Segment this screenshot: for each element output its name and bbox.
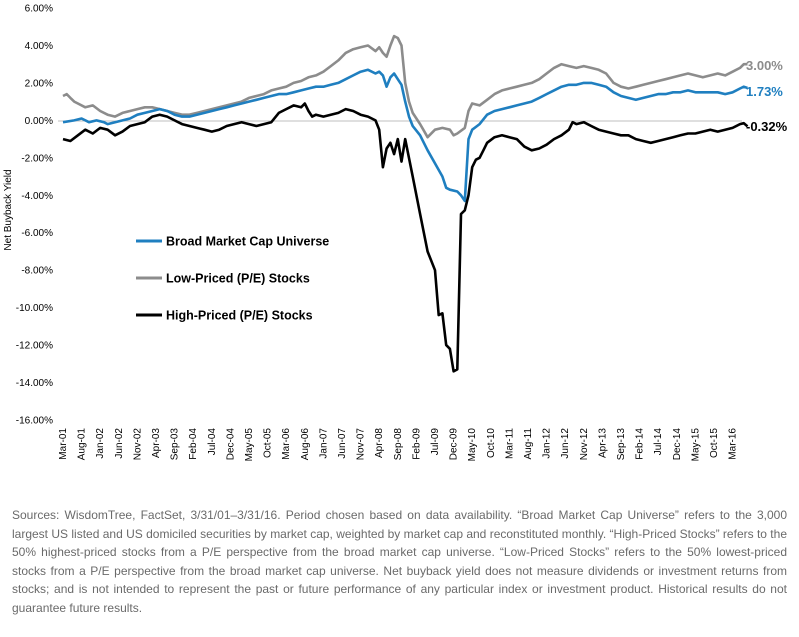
y-axis-ticks: 6.00% 4.00% 2.00% 0.00% -2.00% -4.00% -6.00% -8… — [16, 4, 53, 427]
x-tick-label: Dec-04 — [225, 428, 236, 461]
x-tick-label: Nov-02 — [132, 428, 143, 461]
x-tick-label: Jul-09 — [430, 428, 441, 456]
x-tick-label: Jun-02 — [114, 428, 125, 459]
x-tick-label: Jul-04 — [207, 428, 218, 456]
series-lines — [62, 34, 749, 373]
x-tick-label: Feb-09 — [411, 428, 422, 460]
x-tick-label: Jun-07 — [337, 428, 348, 459]
y-tick-label: -10.00% — [16, 303, 53, 314]
x-tick-label: Dec-14 — [672, 428, 683, 461]
buyback-yield-chart: 6.00% 4.00% 2.00% 0.00% -2.00% -4.00% -6.00% -8… — [3, 4, 788, 462]
x-tick-label: Mar-06 — [281, 428, 292, 460]
x-tick-label: Apr-03 — [151, 428, 162, 458]
x-tick-label: Mar-01 — [58, 428, 69, 460]
series-line-1 — [62, 34, 748, 139]
x-tick-label: Aug-01 — [77, 428, 88, 461]
legend: Broad Market Cap Universe Low-Priced (P/E… — [136, 235, 329, 323]
y-tick-label: -14.00% — [16, 378, 53, 389]
series-line-0 — [62, 68, 748, 203]
x-tick-label: Jun-12 — [560, 428, 571, 459]
y-tick-label: -6.00% — [21, 228, 53, 239]
x-tick-label: Aug-06 — [300, 428, 311, 461]
x-tick-label: Jan-07 — [318, 428, 329, 459]
y-tick-label: 0.00% — [25, 116, 53, 127]
x-tick-label: May-05 — [244, 428, 255, 462]
x-tick-label: Sep-08 — [393, 428, 404, 461]
legend-label: Low-Priced (P/E) Stocks — [166, 272, 310, 286]
x-tick-label: Sep-13 — [616, 428, 627, 461]
y-tick-label: 4.00% — [25, 41, 53, 52]
x-tick-label: Dec-09 — [449, 428, 460, 461]
x-tick-label: Nov-07 — [356, 428, 367, 461]
x-tick-label: Oct-05 — [263, 428, 274, 458]
x-tick-label: Mar-11 — [504, 428, 515, 459]
x-tick-label: Nov-12 — [579, 428, 590, 461]
x-tick-label: Jan-12 — [542, 428, 553, 459]
y-axis-label: Net Buyback Yield — [3, 169, 14, 250]
x-tick-label: May-15 — [690, 428, 701, 462]
series-line-2 — [62, 102, 749, 373]
x-tick-label: Feb-14 — [635, 428, 646, 460]
legend-label: High-Priced (P/E) Stocks — [166, 309, 313, 323]
x-tick-label: Oct-15 — [709, 428, 720, 458]
y-tick-label: -4.00% — [21, 191, 53, 202]
x-tick-label: Mar-16 — [728, 428, 739, 460]
x-tick-label: Apr-08 — [374, 428, 385, 458]
x-tick-label: Sep-03 — [170, 428, 181, 461]
x-tick-label: Jul-14 — [653, 428, 664, 456]
series-end-label: -0.32% — [746, 119, 788, 134]
x-tick-label: Apr-13 — [597, 428, 608, 458]
y-tick-label: -2.00% — [21, 153, 53, 164]
x-tick-label: Aug-11 — [523, 428, 534, 460]
y-tick-label: -16.00% — [16, 416, 53, 427]
x-tick-label: Feb-04 — [188, 428, 199, 460]
series-end-label: 3.00% — [746, 58, 783, 73]
y-tick-label: -12.00% — [16, 341, 53, 352]
x-tick-label: May-10 — [467, 428, 478, 462]
y-tick-label: -8.00% — [21, 266, 53, 277]
x-tick-label: Oct-10 — [486, 428, 497, 458]
legend-label: Broad Market Cap Universe — [166, 235, 329, 249]
y-tick-label: 6.00% — [25, 4, 53, 15]
source-footnote: Sources: WisdomTree, FactSet, 3/31/01–3/… — [12, 508, 787, 615]
end-labels: 1.73% 3.00% -0.32% — [746, 58, 788, 134]
x-tick-label: Jan-02 — [95, 428, 106, 459]
series-end-label: 1.73% — [746, 84, 783, 99]
x-axis-ticks: Mar-01 Aug-01 Jan-02 Jun-02 Nov-02 Apr-03 Sep-… — [58, 428, 739, 462]
y-tick-label: 2.00% — [25, 78, 53, 89]
